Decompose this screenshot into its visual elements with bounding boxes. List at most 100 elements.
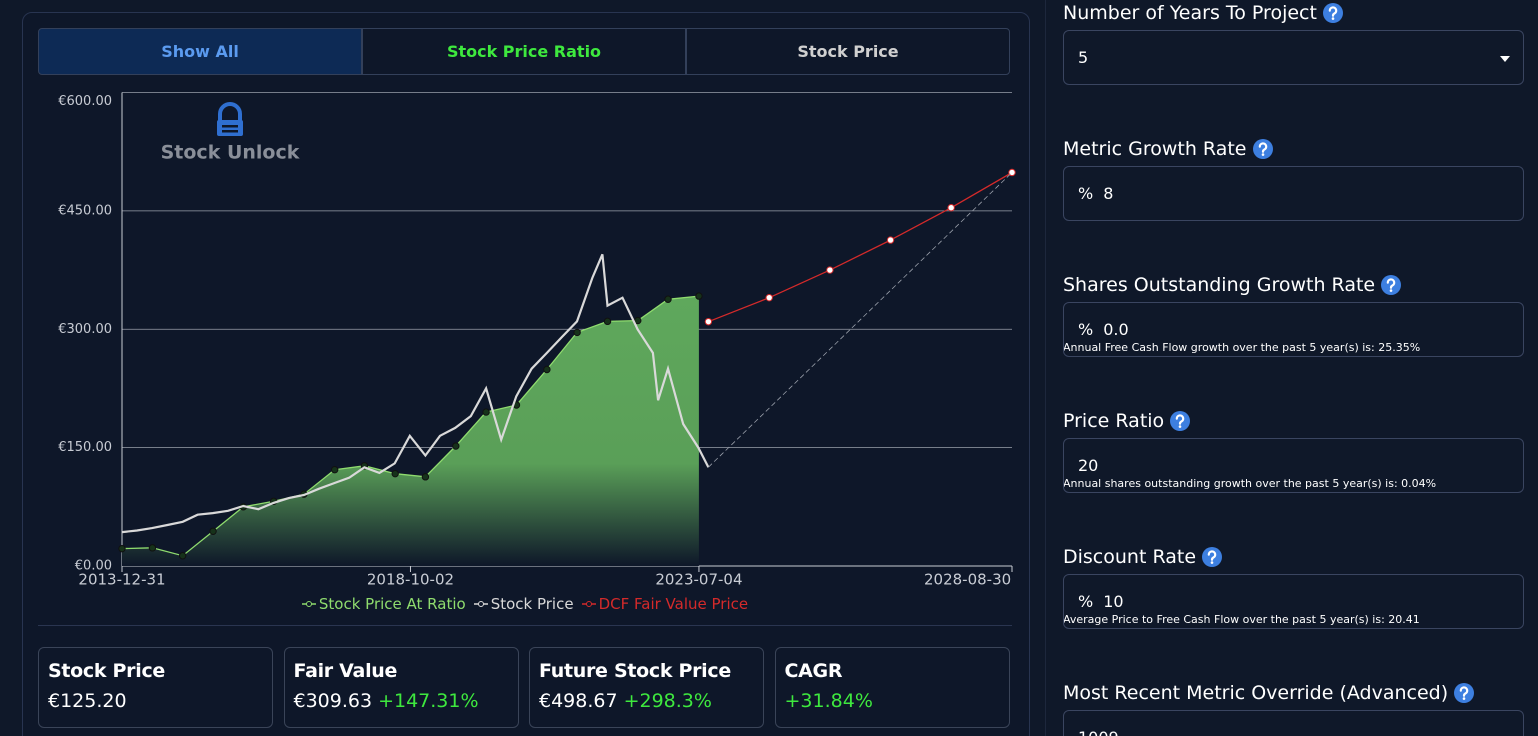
legend-label: DCF Fair Value Price (598, 595, 749, 613)
value: 0.0 (1103, 320, 1129, 339)
point (148, 544, 157, 552)
value: €125.20 (48, 690, 127, 712)
line (121, 253, 710, 534)
point (118, 544, 126, 553)
point (695, 292, 703, 300)
tab[interactable]: Stock Price (686, 28, 1010, 75)
point (886, 236, 895, 244)
point (209, 527, 217, 535)
prefix: % (1078, 592, 1094, 611)
field-label: Metric Growth Rate (1063, 138, 1273, 160)
summary-card: Future Stock Price €498.67 +298.3% (529, 647, 764, 728)
value: 5 (1078, 48, 1089, 67)
y-tick-label: €300.00 (58, 322, 112, 337)
point (178, 552, 187, 560)
help-icon[interactable] (1202, 547, 1223, 567)
logo (217, 102, 243, 136)
point (947, 204, 955, 212)
select[interactable]: 5 (1063, 30, 1524, 85)
input[interactable]: % 10 (1063, 574, 1524, 629)
help-icon[interactable] (1322, 3, 1343, 23)
legend: Stock Price At Ratio Stock Price DCF Fair … (22, 595, 1028, 613)
label: Number of Years To Project (1063, 2, 1317, 24)
card-title: Stock Price (48, 660, 165, 682)
change: +298.3% (623, 690, 712, 712)
chart: Stock Unlock €0.00 €150.00 €300.00 €450.00 €… (58, 92, 1016, 589)
tab[interactable]: Stock Price Ratio (362, 28, 686, 75)
legend-item: Stock Price At Ratio (301, 595, 466, 613)
legend-label: Stock Price At Ratio (318, 595, 466, 613)
value: 8 (1103, 184, 1114, 203)
projection-line (708, 172, 1013, 468)
legend-item: DCF Fair Value Price (581, 595, 749, 613)
card-title: Future Stock Price (539, 660, 731, 682)
value: 20 (1078, 456, 1099, 475)
card-value: €498.67 +298.3% (539, 690, 754, 712)
y-tick-label: €150.00 (58, 440, 112, 455)
input[interactable]: 1009 (1063, 710, 1524, 736)
card-value: €125.20 (48, 690, 263, 712)
input[interactable]: % 0.0 (1063, 302, 1524, 357)
card-value: +31.84% (785, 690, 1000, 712)
x-tick-label: 2028-08-30 (924, 571, 1011, 589)
y-tick-label: €450.00 (58, 203, 112, 218)
help-icon[interactable] (1170, 411, 1191, 431)
field-label: Discount Rate (1063, 546, 1223, 568)
line (121, 295, 699, 557)
summary-card: Stock Price €125.20 (38, 647, 273, 728)
dropdown-arrow (1500, 56, 1510, 62)
point (765, 293, 773, 302)
area (122, 296, 699, 566)
point (826, 266, 834, 274)
point (704, 317, 713, 326)
help-icon[interactable] (1454, 683, 1475, 703)
legend-item: Stock Price (473, 595, 574, 613)
value: 1009 (1078, 728, 1119, 736)
x-tick-label: 2023-07-04 (655, 571, 742, 589)
legend-icon (473, 601, 488, 607)
settings-form: Number of Years To Project 5 Metric Growth… (1045, 0, 1538, 736)
input[interactable]: % 8 (1063, 166, 1524, 221)
point (543, 365, 551, 374)
card-title: Fair Value (293, 660, 398, 682)
point (330, 466, 339, 474)
card-title: CAGR (784, 660, 843, 682)
hint: Average Price to Free Cash Flow over the… (1063, 613, 1420, 626)
y-tick-label: €0.00 (75, 559, 112, 574)
value: 10 (1103, 592, 1124, 611)
help-icon[interactable] (1381, 275, 1402, 295)
label: Shares Outstanding Growth Rate (1063, 274, 1376, 296)
value: €309.63 (293, 690, 373, 712)
field-label: Price Ratio (1063, 410, 1191, 432)
summary-card: CAGR +31.84% (774, 647, 1010, 728)
point (421, 473, 430, 481)
legend-icon (581, 601, 596, 607)
summary-card: Fair Value €309.63 +147.31% (283, 647, 519, 728)
legend-icon (301, 601, 316, 607)
point (482, 408, 490, 416)
point (664, 295, 672, 303)
x-tick-label: 2018-10-02 (367, 571, 454, 589)
watermark: Stock Unlock (161, 142, 300, 164)
change: +147.31% (378, 690, 479, 712)
prefix: % (1078, 320, 1094, 339)
input[interactable]: 20 (1063, 438, 1524, 493)
help-icon[interactable] (1252, 139, 1273, 159)
legend-label: Stock Price (490, 595, 574, 613)
chart-panel (22, 12, 1030, 736)
field-label: Most Recent Metric Override (Advanced) (1063, 682, 1475, 704)
divider (38, 625, 1012, 626)
label: Price Ratio (1063, 410, 1165, 432)
card-value: €309.63 +147.31% (294, 690, 509, 712)
tab[interactable]: Show All (38, 28, 362, 75)
point (452, 442, 460, 450)
label: Discount Rate (1063, 546, 1197, 568)
field-label: Shares Outstanding Growth Rate (1063, 274, 1402, 296)
hint: Annual shares outstanding growth over th… (1063, 477, 1437, 490)
label: Metric Growth Rate (1063, 138, 1247, 160)
x-tick-label: 2013-12-31 (78, 571, 165, 589)
point (573, 328, 581, 337)
field-label: Number of Years To Project (1063, 2, 1343, 24)
label: Most Recent Metric Override (Advanced) (1063, 682, 1449, 704)
